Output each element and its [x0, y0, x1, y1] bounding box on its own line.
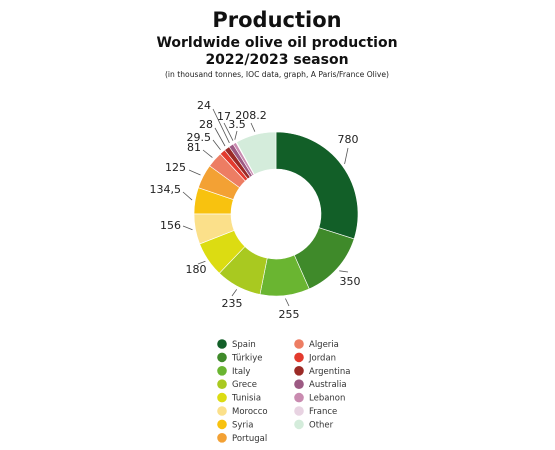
legend-swatch-algeria: [294, 339, 304, 349]
value-label-spain: 780: [338, 133, 359, 146]
chart-subtitle-line-1: Worldwide olive oil production: [156, 35, 397, 51]
legend-label-spain: Spain: [232, 340, 256, 350]
slice-spain: [275, 131, 359, 240]
legend-swatch-morocco: [217, 406, 227, 416]
legend-label-morocco: Morocco: [232, 407, 268, 417]
value-label-italy: 255: [279, 308, 300, 321]
value-label-turkiye: 350: [340, 275, 361, 288]
leader-spain: [344, 147, 349, 164]
chart-title: Production: [212, 8, 341, 32]
leader-portugal: [188, 169, 201, 176]
leader-italy: [285, 298, 290, 307]
value-label-algeria: 81: [187, 141, 201, 154]
leader-lebanon: [223, 122, 234, 141]
legend-swatch-portugal: [217, 433, 227, 443]
leader-turkiye: [339, 270, 349, 273]
value-label-other: 208.2: [235, 109, 267, 122]
legend-swatch-lebanon: [294, 392, 304, 403]
value-label-portugal: 125: [165, 161, 186, 174]
chart-source-note: (in thousand tonnes, IOC data, graph, A …: [165, 70, 389, 79]
legend-label-algeria: Algeria: [309, 340, 339, 350]
legend-label-portugal: Portugal: [232, 434, 267, 444]
legend-label-syria: Syria: [232, 420, 254, 430]
legend-swatch-tunisia: [217, 392, 227, 403]
legend-label-turkiye: Türkiye: [231, 353, 262, 363]
value-label-jordan: 29.5: [187, 131, 212, 144]
value-label-australia: 24: [197, 99, 211, 112]
legend: Spain Türkiye Italy Grece Tunisia Morocco Syri…: [217, 339, 350, 444]
value-label-lebanon: 17: [217, 110, 231, 123]
legend-label-jordan: Jordan: [308, 353, 336, 363]
value-label-grece: 235: [222, 297, 243, 310]
leader-algeria: [202, 149, 213, 158]
legend-label-other: Other: [309, 420, 334, 430]
value-label-tunisia: 180: [186, 263, 207, 276]
chart-subtitle-line-2: 2022/2023 season: [205, 52, 348, 68]
legend-swatch-other: [294, 419, 304, 430]
value-label-france: 3.5: [228, 118, 246, 131]
legend-label-tunisia: Tunisia: [231, 394, 261, 404]
legend-swatch-spain: [217, 339, 227, 349]
leader-morocco: [182, 225, 193, 231]
leader-other: [250, 122, 256, 132]
legend-swatch-italy: [217, 366, 227, 376]
legend-swatch-argentina: [294, 366, 304, 376]
legend-swatch-syria: [217, 419, 227, 430]
legend-label-france: France: [309, 407, 337, 417]
slice-other: [236, 131, 277, 175]
legend-label-australia: Australia: [309, 380, 347, 390]
leader-argentina: [214, 127, 226, 147]
legend-swatch-australia: [294, 379, 304, 390]
value-label-argentina: 28: [199, 118, 213, 131]
value-label-morocco: 156: [160, 219, 181, 232]
leader-australia: [212, 108, 230, 144]
leader-grece: [231, 289, 238, 297]
legend-swatch-grece: [217, 379, 227, 390]
donut-slices: [193, 131, 359, 297]
legend-label-lebanon: Lebanon: [309, 394, 345, 404]
value-label-syria: 134,5: [150, 183, 182, 196]
legend-label-argentina: Argentina: [309, 367, 350, 377]
legend-label-italy: Italy: [232, 367, 250, 377]
legend-swatch-france: [294, 406, 304, 416]
leader-tunisia: [197, 260, 206, 265]
label-leader-lines: [182, 108, 349, 307]
legend-label-grece: Grece: [232, 380, 257, 390]
leader-syria: [182, 191, 193, 201]
leader-jordan: [212, 139, 221, 150]
legend-swatch-turkiye: [217, 352, 227, 363]
leader-france: [234, 130, 238, 140]
legend-swatch-jordan: [294, 352, 304, 363]
